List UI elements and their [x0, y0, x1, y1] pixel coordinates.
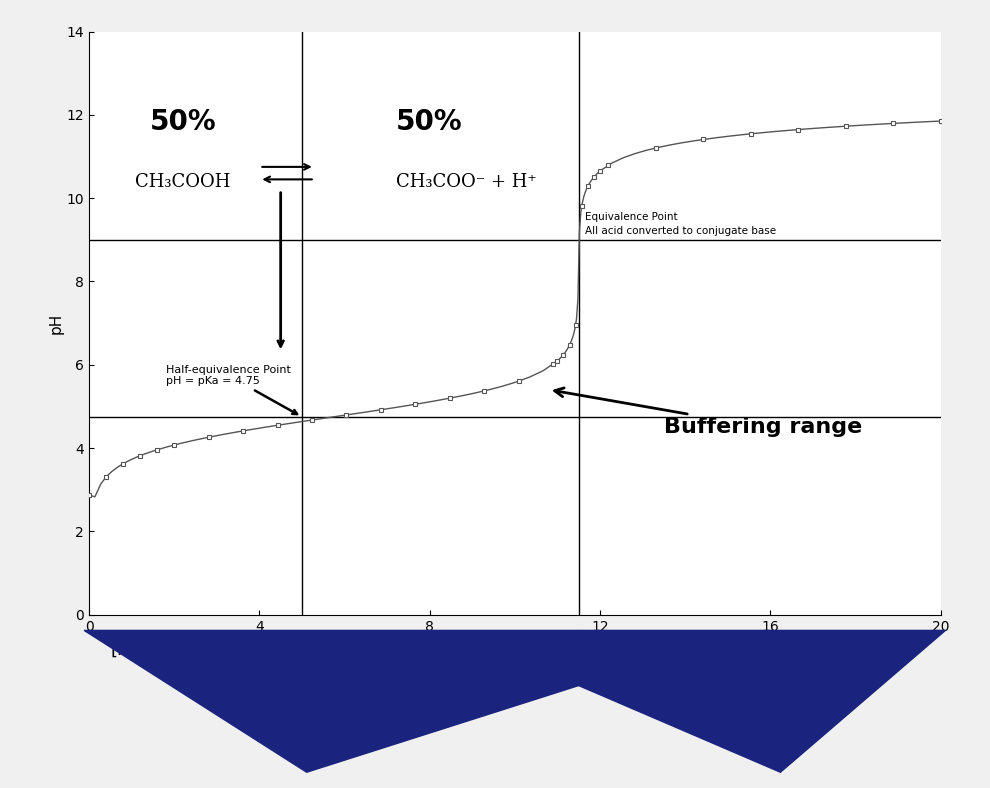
Y-axis label: pH: pH: [49, 313, 63, 333]
Text: 50%: 50%: [396, 108, 462, 136]
Text: Equivalence Point
All acid converted to conjugate base: Equivalence Point All acid converted to …: [585, 213, 776, 236]
Text: CH₃COOH: CH₃COOH: [135, 173, 231, 191]
Text: Half-equivalence Point
pH = pKa = 4.75: Half-equivalence Point pH = pKa = 4.75: [165, 365, 297, 414]
Text: Buffering range: Buffering range: [554, 388, 862, 437]
Text: [HCl]: [HCl]: [111, 641, 155, 659]
Text: 50%: 50%: [149, 108, 216, 136]
Text: CH₃COO⁻ + H⁺: CH₃COO⁻ + H⁺: [396, 173, 537, 191]
Text: [NaOH]: [NaOH]: [600, 641, 666, 659]
